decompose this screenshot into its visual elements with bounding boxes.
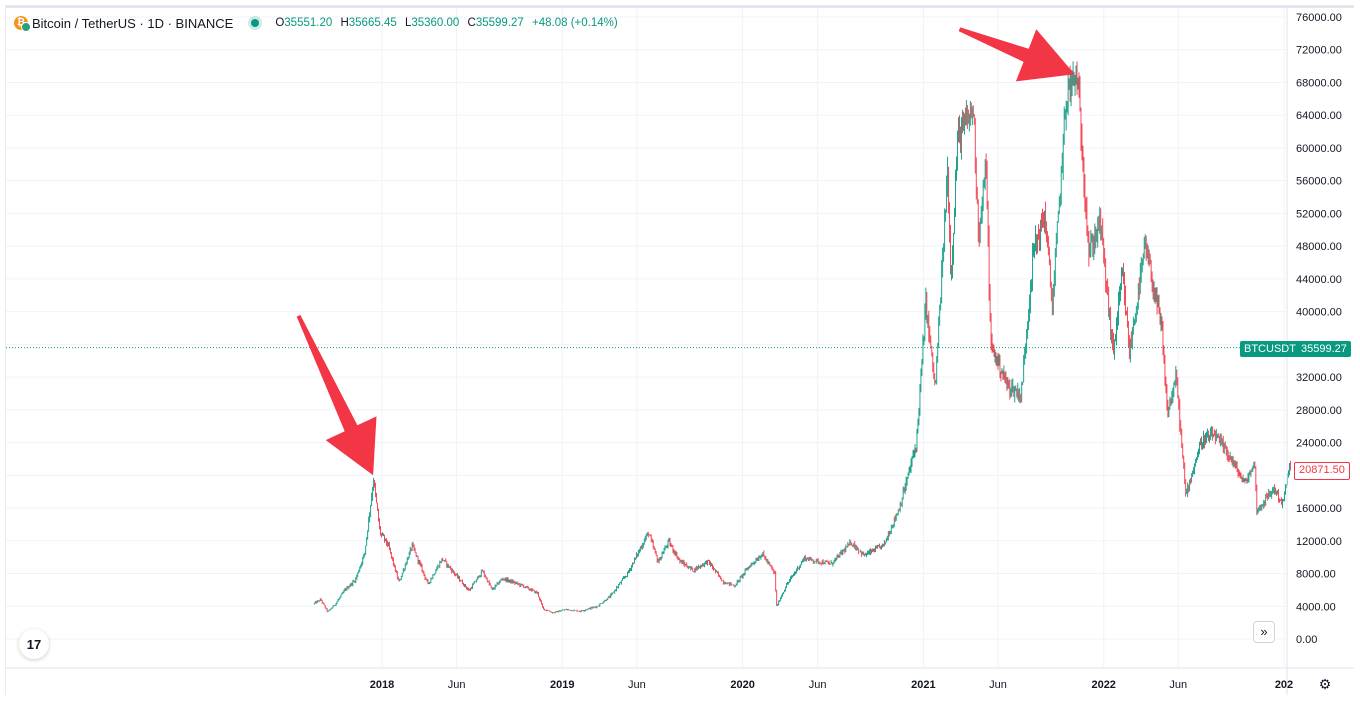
x-tick-label: Jun — [809, 679, 827, 691]
y-tick-label: 44000.00 — [1296, 274, 1342, 286]
y-tick-label: 40000.00 — [1296, 307, 1342, 319]
symbol-title[interactable]: Bitcoin / TetherUS · 1D · BINANCE — [32, 15, 234, 31]
scroll-to-realtime-button[interactable]: » — [1253, 621, 1275, 643]
y-tick-label: 8000.00 — [1296, 569, 1336, 581]
y-tick-label: 64000.00 — [1296, 110, 1342, 122]
last-price-tag: 35599.27 — [1297, 341, 1351, 357]
x-tick-label: Jun — [1169, 679, 1187, 691]
double-chevron-right-icon: » — [1260, 624, 1268, 639]
low-value: 35360.00 — [411, 17, 460, 29]
high-label: H — [340, 17, 349, 29]
x-tick-label: 2019 — [550, 679, 574, 691]
x-tick-label: 2022 — [1091, 679, 1115, 691]
x-tick-label: 2018 — [370, 679, 394, 691]
x-tick-label: Jun — [989, 679, 1007, 691]
y-tick-label: 56000.00 — [1296, 176, 1342, 188]
bitcoin-icon: ₿ — [14, 16, 31, 32]
symbol-legend: ₿ Bitcoin / TetherUS · 1D · BINANCE O355… — [14, 14, 618, 32]
annotation-arrow-2 — [958, 27, 1075, 82]
x-tick-label: Jun — [628, 679, 646, 691]
open-value: 35551.20 — [284, 17, 333, 29]
annotation-arrow-1 — [296, 314, 377, 476]
settings-button[interactable]: ⚙ — [1317, 676, 1333, 692]
low-label: L — [404, 17, 412, 29]
x-tick-label: 202 — [1275, 679, 1293, 691]
tradingview-logo[interactable]: 17 — [19, 629, 49, 659]
previous-close-tag: 20871.50 — [1294, 462, 1350, 480]
y-tick-label: 48000.00 — [1296, 241, 1342, 253]
price-candles — [313, 61, 1291, 614]
y-tick-label: 60000.00 — [1296, 143, 1342, 155]
y-tick-label: 76000.00 — [1296, 12, 1342, 24]
grid — [6, 8, 1286, 668]
chart-frame — [5, 5, 1354, 695]
y-tick-label: 24000.00 — [1296, 438, 1342, 450]
change-value: +48.08 (+0.14%) — [532, 17, 618, 29]
y-tick-label: 52000.00 — [1296, 208, 1342, 220]
x-tick-label: 2020 — [730, 679, 754, 691]
annotation-arrows — [296, 27, 1075, 476]
y-tick-label: 12000.00 — [1296, 536, 1342, 548]
y-tick-label: 0.00 — [1296, 634, 1317, 646]
high-value: 35665.45 — [348, 17, 397, 29]
y-tick-label: 4000.00 — [1296, 601, 1336, 613]
x-tick-label: Jun — [448, 679, 466, 691]
y-tick-label: 28000.00 — [1296, 405, 1342, 417]
y-tick-label: 68000.00 — [1296, 77, 1342, 89]
open-label: O — [275, 17, 285, 29]
close-value: 35599.27 — [475, 17, 524, 29]
y-tick-label: 32000.00 — [1296, 372, 1342, 384]
tether-icon — [21, 22, 31, 32]
time-axis[interactable]: 2018 Jun 2019 Jun 2020 Jun 2021 Jun 2022 Jun 202 — [6, 667, 1354, 691]
gear-icon: ⚙ — [1318, 676, 1332, 692]
y-tick-label: 72000.00 — [1296, 45, 1342, 57]
x-tick-label: 2021 — [911, 679, 935, 691]
ohlc-values: O35551.20 H35665.45 L35360.00 C35599.27 … — [275, 17, 617, 29]
symbol-price-tag: BTCUSDT — [1240, 341, 1300, 357]
close-label: C — [467, 17, 476, 29]
market-status-dot[interactable] — [251, 19, 260, 27]
y-tick-label: 16000.00 — [1296, 503, 1342, 515]
